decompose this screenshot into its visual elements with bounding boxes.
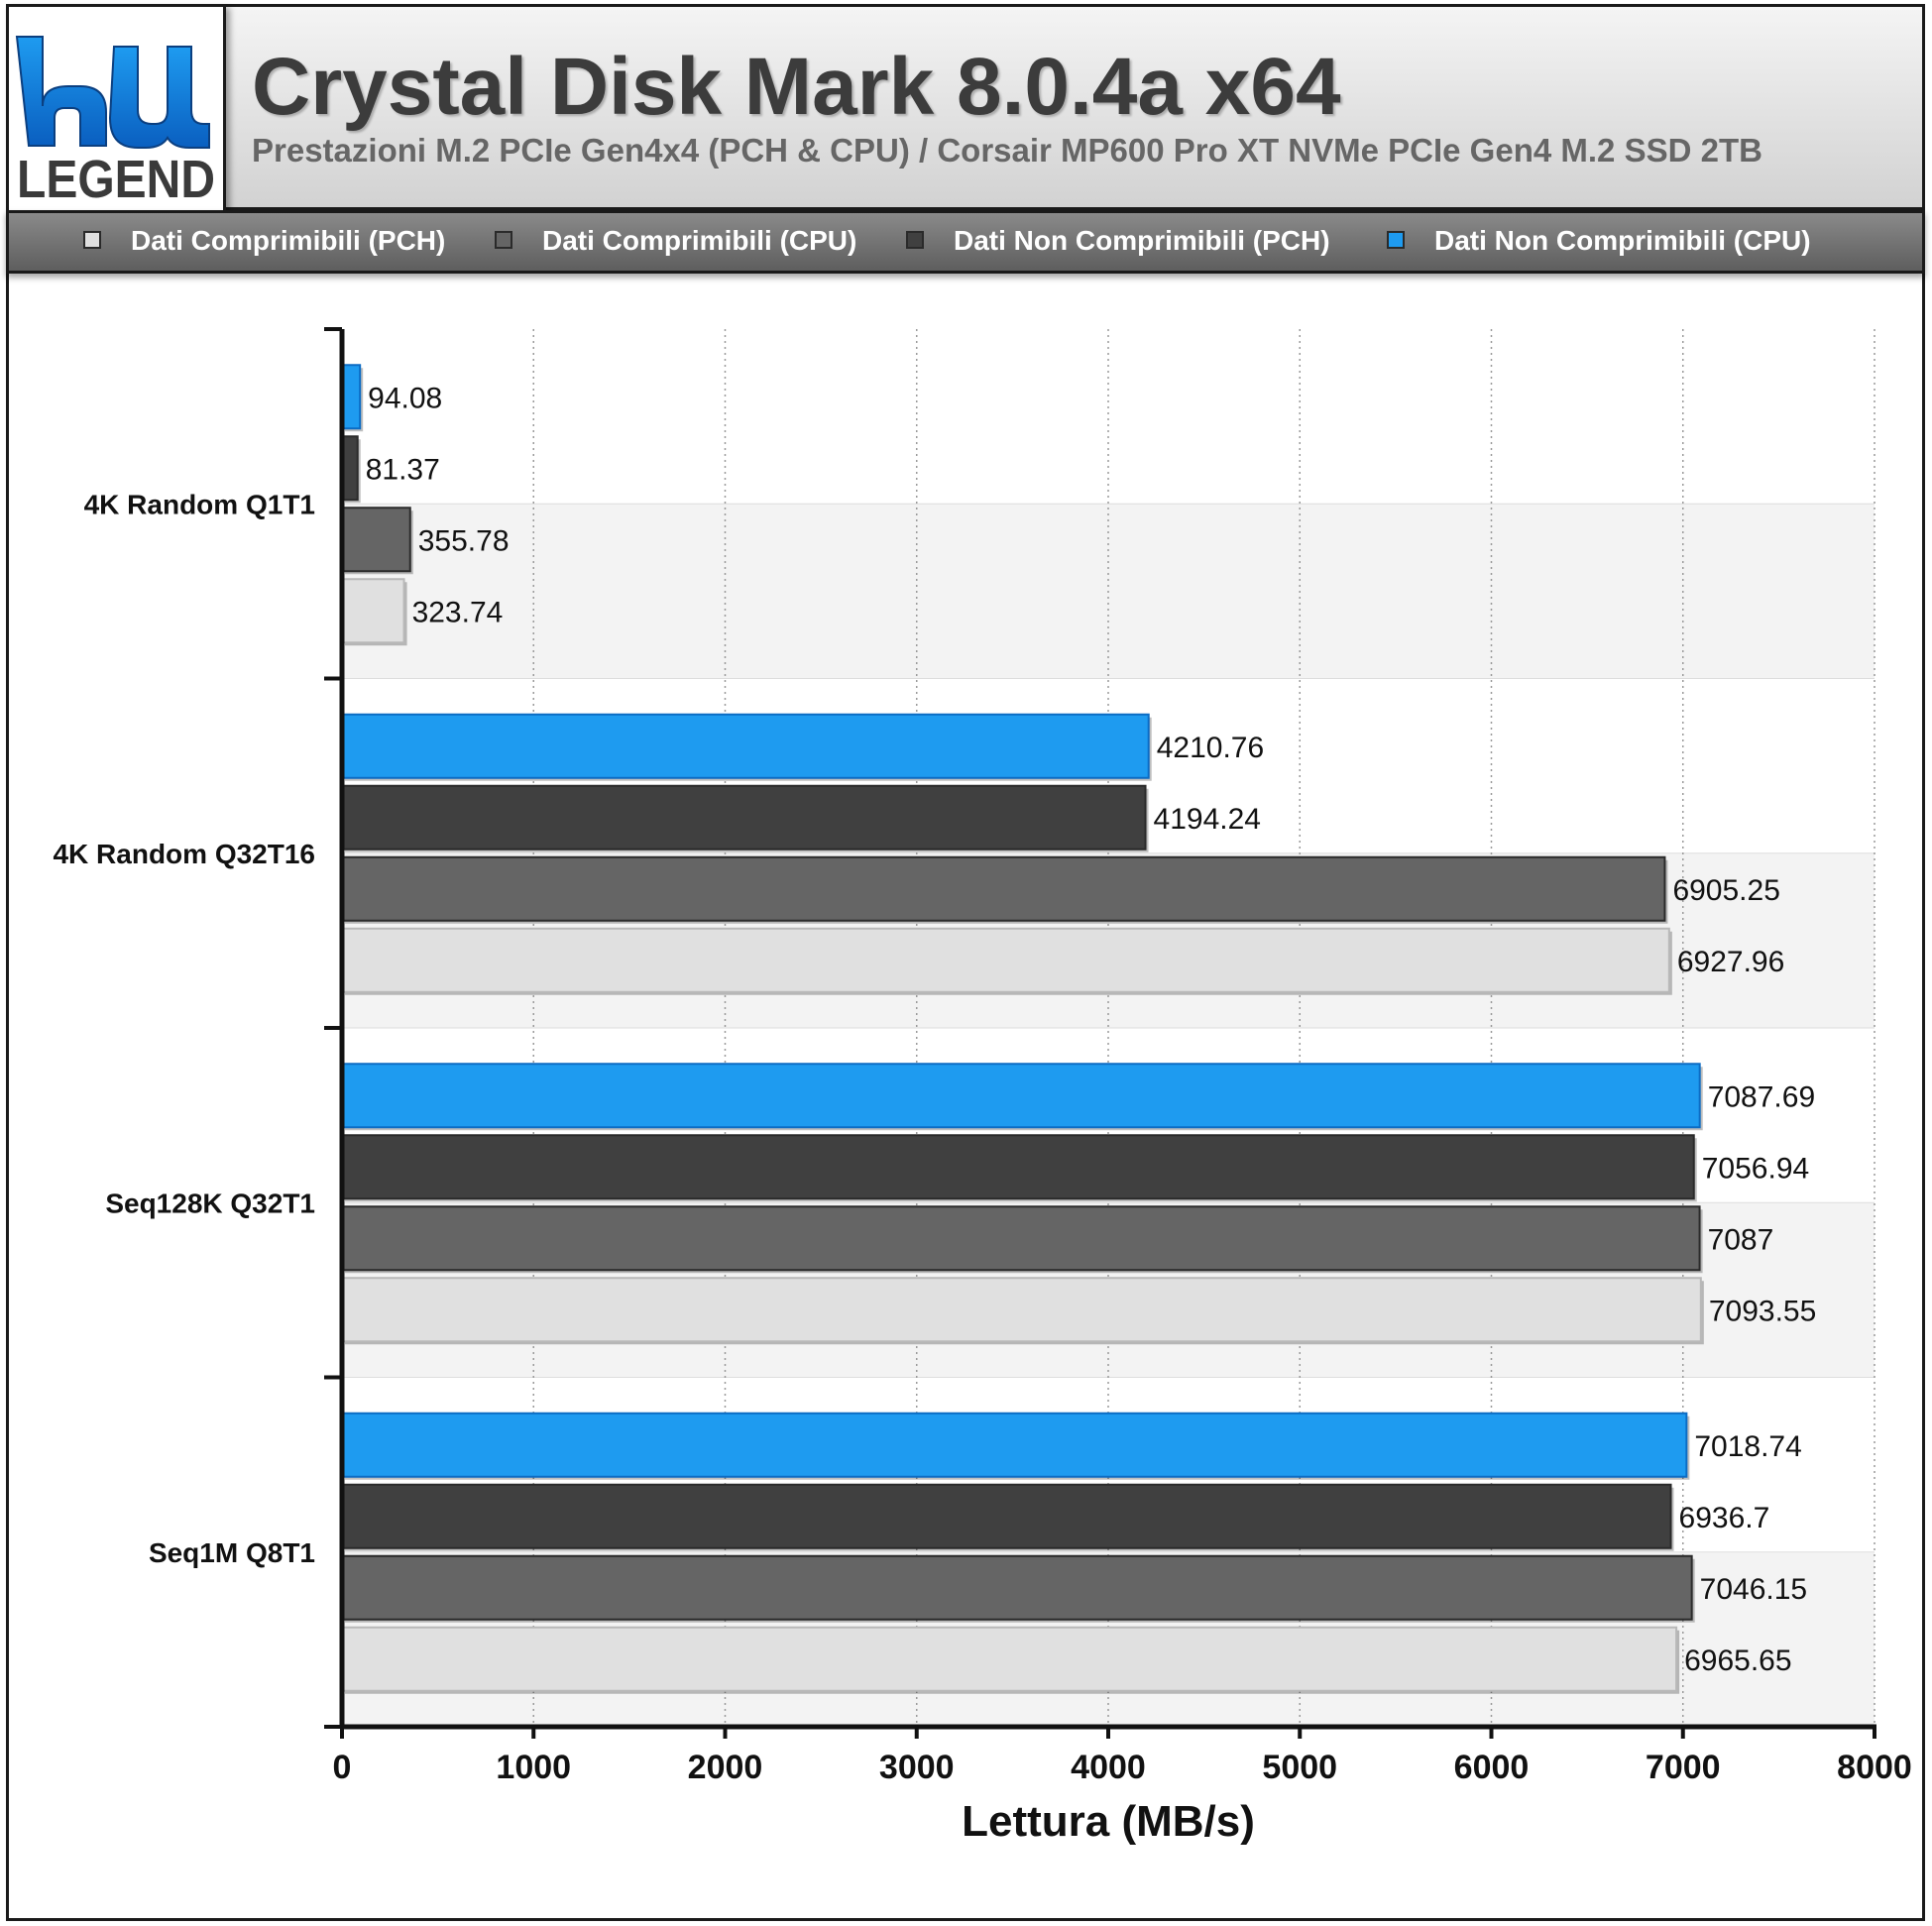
value-label: 4210.76 <box>1157 732 1264 764</box>
x-tick-label: 0 <box>333 1749 352 1786</box>
legend-swatch <box>1387 231 1405 249</box>
value-label: 7056.94 <box>1702 1152 1809 1185</box>
bar <box>341 1134 1695 1200</box>
x-axis-title: Lettura (MB/s) <box>962 1797 1255 1846</box>
chart-header: Crystal Disk Mark 8.0.4a x64 Prestazioni… <box>6 4 1925 210</box>
bar <box>341 364 362 430</box>
value-label: 6965.65 <box>1684 1644 1791 1677</box>
value-label: 6927.96 <box>1677 946 1784 978</box>
value-label: 323.74 <box>412 596 504 628</box>
category-label: Seq128K Q32T1 <box>105 1188 315 1218</box>
category-label: Seq1M Q8T1 <box>149 1537 315 1568</box>
bar <box>341 1277 1702 1343</box>
value-label: 7018.74 <box>1694 1430 1801 1463</box>
x-tick-labels: 0 1000 2000 3000 4000 5000 6000 7000 8000 <box>333 1749 1912 1786</box>
bar <box>341 507 411 573</box>
hwlegend-logo-icon: LEGEND <box>6 4 226 220</box>
legend-swatch <box>495 231 512 249</box>
x-tick-label: 5000 <box>1262 1749 1337 1786</box>
bar <box>341 578 405 644</box>
x-tick-label: 6000 <box>1454 1749 1530 1786</box>
value-label: 94.08 <box>368 382 442 414</box>
chart-subtitle: Prestazioni M.2 PCIe Gen4x4 (PCH & CPU) … <box>252 132 1762 169</box>
bar <box>341 1412 1688 1478</box>
value-label: 6936.7 <box>1679 1502 1770 1534</box>
x-tick-label: 1000 <box>496 1749 571 1786</box>
plot-band <box>342 329 1875 505</box>
logo-text: LEGEND <box>17 150 215 209</box>
legend-label: Dati Comprimibili (PCH) <box>131 225 446 256</box>
legend-swatch <box>906 231 924 249</box>
bar <box>341 1483 1672 1549</box>
x-tick-label: 7000 <box>1646 1749 1721 1786</box>
axes <box>324 327 1876 1739</box>
value-label: 355.78 <box>418 524 510 557</box>
value-label: 6905.25 <box>1672 874 1779 907</box>
value-label: 7046.15 <box>1700 1573 1807 1606</box>
legend-swatch <box>83 231 101 249</box>
category-label: 4K Random Q1T1 <box>84 489 315 519</box>
x-tick-label: 8000 <box>1837 1749 1912 1786</box>
value-label: 81.37 <box>366 453 440 486</box>
bar <box>341 1205 1701 1272</box>
bars <box>341 364 1704 1694</box>
legend-label: Dati Non Comprimibili (PCH) <box>954 225 1330 256</box>
legend-label: Dati Non Comprimibili (CPU) <box>1434 225 1811 256</box>
bar <box>341 855 1666 922</box>
value-labels: 94.08 81.37 355.78 323.74 4210.76 4194.24 6905… <box>366 382 1817 1677</box>
value-label: 7087.69 <box>1708 1080 1815 1113</box>
bar <box>341 713 1150 779</box>
x-tick-label: 3000 <box>879 1749 955 1786</box>
value-label: 4194.24 <box>1154 803 1261 836</box>
legend: Dati Comprimibili (PCH) Dati Comprimibil… <box>6 210 1925 274</box>
bar <box>341 784 1147 850</box>
bar <box>341 1626 1678 1692</box>
category-labels: 4K Random Q1T1 4K Random Q32T16 Seq128K Q3… <box>53 489 315 1568</box>
value-label: 7087 <box>1708 1223 1774 1256</box>
bar <box>341 1554 1693 1621</box>
grid-lines <box>532 329 1875 1727</box>
bar <box>341 927 1670 993</box>
category-label: 4K Random Q32T16 <box>53 839 315 869</box>
value-label: 7093.55 <box>1709 1295 1816 1327</box>
legend-label: Dati Comprimibili (CPU) <box>542 225 857 256</box>
chart-title: Crystal Disk Mark 8.0.4a x64 <box>252 42 1341 132</box>
x-tick-label: 2000 <box>688 1749 763 1786</box>
x-tick-label: 4000 <box>1071 1749 1146 1786</box>
bar <box>341 1063 1701 1129</box>
